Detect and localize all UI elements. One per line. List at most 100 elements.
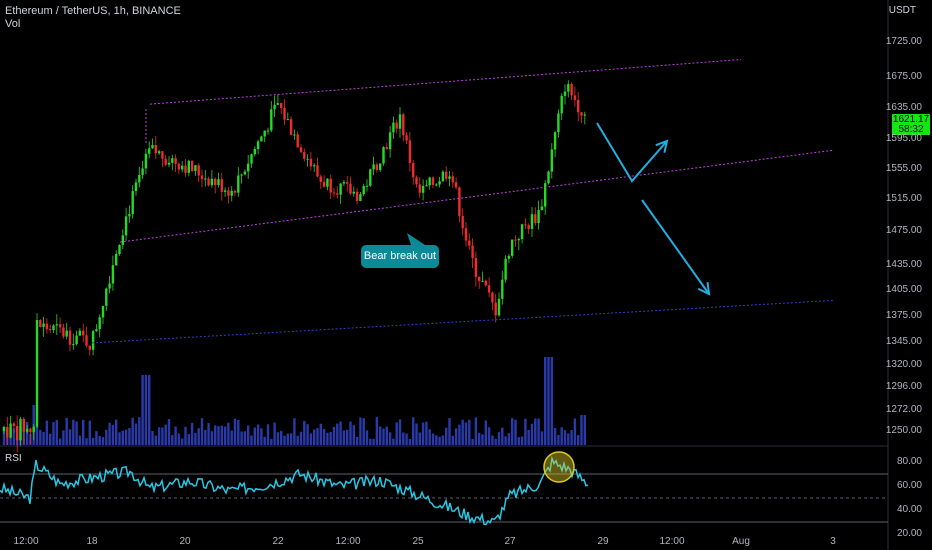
volume-bar	[547, 357, 550, 445]
candle-body	[339, 183, 342, 195]
candle-body	[19, 418, 22, 441]
volume-bar	[88, 420, 91, 445]
candle-body	[369, 169, 372, 186]
candle-body	[283, 108, 286, 120]
candle-body	[230, 190, 233, 196]
volume-bar	[507, 433, 511, 445]
volume-bar	[313, 429, 316, 445]
volume-bar	[487, 427, 491, 445]
volume-bar	[511, 418, 514, 445]
candle-body	[217, 179, 220, 186]
candle-body	[299, 147, 303, 153]
volume-bar	[200, 418, 204, 445]
volume-bar	[75, 421, 78, 445]
candle-body	[177, 163, 181, 170]
volume-bar	[237, 419, 240, 445]
volume-bar	[438, 436, 441, 445]
candle-body	[118, 244, 121, 255]
volume-bar	[115, 419, 118, 445]
candle-body	[435, 184, 438, 186]
candle-body	[388, 132, 392, 150]
candle-body	[253, 149, 256, 155]
candle-body	[507, 255, 511, 259]
candle-body	[438, 181, 441, 185]
candle-body	[157, 151, 161, 154]
volume-bar	[85, 438, 88, 445]
volume-bar	[171, 435, 174, 445]
candle-body	[504, 258, 507, 280]
candle-body	[121, 235, 124, 245]
volume-bar	[98, 435, 101, 445]
volume-bar	[468, 419, 471, 445]
candle-body	[405, 135, 408, 141]
volume-bar	[382, 428, 385, 445]
candle-body	[32, 426, 35, 433]
candle-body	[286, 119, 289, 121]
candle-body	[441, 171, 445, 182]
volume-bar	[157, 427, 161, 445]
volume-bars	[2, 357, 586, 445]
last-price-tag: 1621.17	[892, 114, 930, 125]
candle-body	[306, 158, 309, 160]
volume-bar	[65, 417, 68, 445]
candle-body	[220, 179, 223, 192]
candle-body	[293, 134, 296, 136]
candle-body	[534, 214, 537, 224]
volume-bar	[395, 422, 398, 445]
volume-bar	[164, 424, 167, 445]
volume-bar	[570, 429, 573, 445]
price-tick-label: 1675.00	[885, 71, 922, 82]
volume-bar	[148, 375, 151, 445]
volume-bar	[197, 428, 200, 445]
volume-bar	[375, 417, 379, 445]
candle-body	[468, 240, 471, 246]
candle-body	[395, 122, 398, 129]
volume-bar	[319, 423, 322, 445]
volume-bar	[530, 423, 534, 445]
volume-bar	[421, 422, 425, 445]
candle-body	[319, 176, 322, 182]
volume-bar	[187, 434, 190, 445]
candle-body	[65, 330, 68, 337]
volume-bar	[458, 424, 461, 445]
volume-bar	[266, 424, 270, 445]
candle-body	[167, 162, 171, 165]
candle-body	[72, 344, 75, 346]
volume-bar	[326, 432, 329, 445]
candle-body	[464, 228, 468, 241]
candle-body	[379, 163, 382, 170]
candle-body	[25, 428, 29, 432]
volume-bar	[95, 431, 98, 445]
volume-bar	[177, 433, 181, 445]
time-tick-label: 18	[86, 536, 98, 547]
volume-bar	[583, 415, 586, 445]
candle-body	[256, 141, 260, 150]
candle-body	[148, 148, 151, 154]
candle-body	[398, 114, 402, 129]
candle-body	[204, 178, 207, 180]
candle-body	[501, 279, 504, 299]
candle-body	[29, 428, 32, 433]
candle-body	[98, 317, 101, 330]
candle-body	[45, 323, 49, 330]
candle-body	[570, 84, 573, 96]
volume-bar	[121, 430, 124, 445]
candle-body	[124, 216, 128, 236]
candle-body	[95, 329, 98, 332]
candle-body	[560, 95, 563, 114]
volume-bar	[253, 427, 256, 445]
candle-body	[181, 165, 184, 170]
candle-body	[580, 112, 583, 116]
volume-bar	[101, 437, 105, 445]
candles	[2, 80, 586, 453]
volume-bar	[577, 435, 580, 445]
volume-bar	[445, 427, 448, 445]
bear-breakout-callout[interactable]: Bear break out	[361, 245, 439, 268]
price-tick-label: 1475.00	[885, 225, 922, 236]
candle-body	[240, 174, 243, 176]
rsi-tick-label: 80.00	[896, 456, 922, 467]
volume-bar	[134, 423, 138, 445]
currency-label: USDT	[888, 5, 916, 16]
candle-body	[128, 214, 131, 217]
